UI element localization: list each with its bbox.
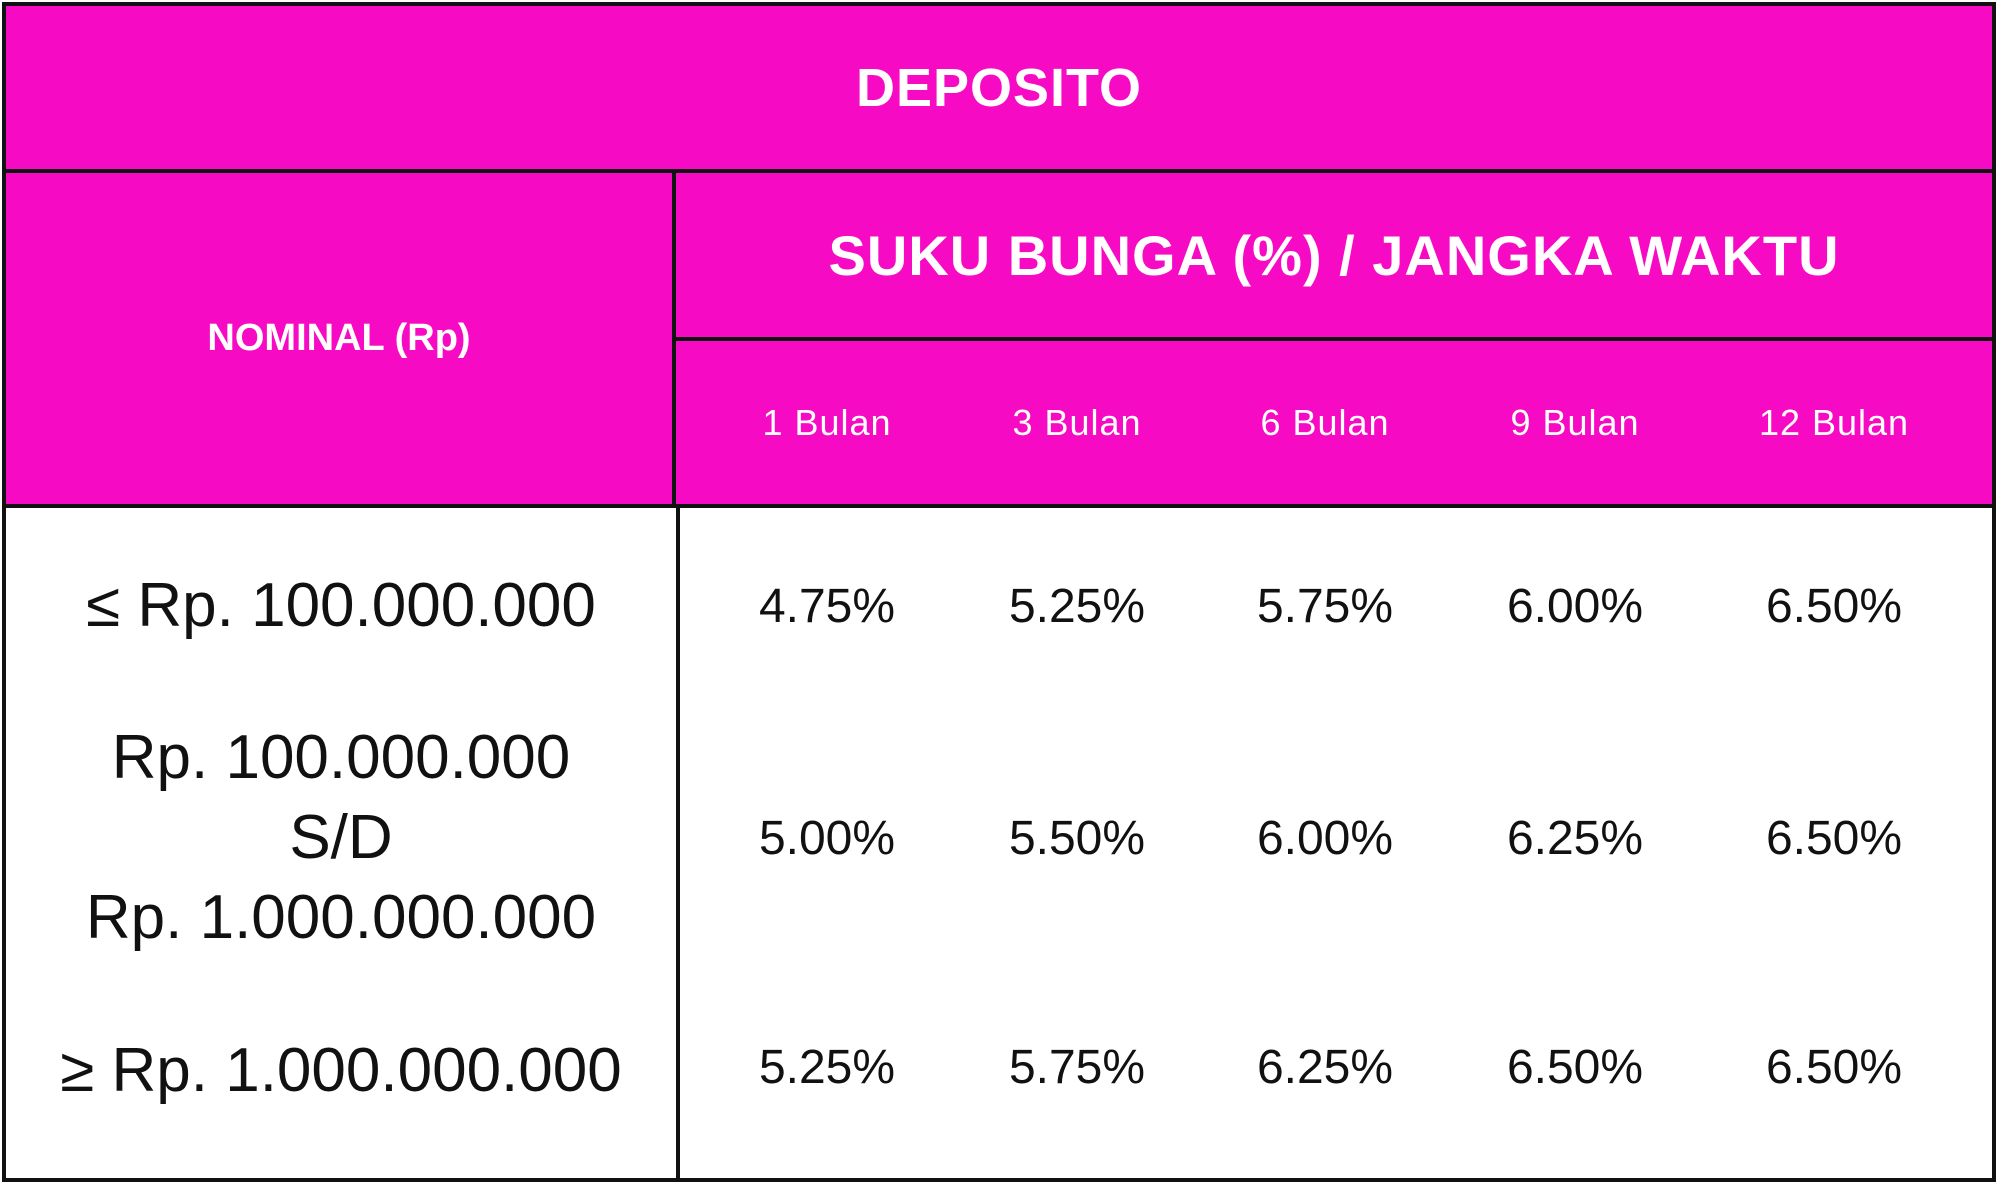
rate-cell: 6.50% [1765, 1040, 1903, 1094]
term-header: 1 Bulan [762, 401, 892, 443]
nominal-cell: Rp. 100.000.000 S/D Rp. 1.000.000.000 [6, 718, 676, 958]
rate-cell: 6.25% [1256, 1040, 1394, 1094]
rate-cell: 5.75% [1008, 1040, 1146, 1094]
nominal-text: ≤ Rp. 100.000.000 [86, 571, 596, 640]
rate-cell: 4.75% [758, 579, 896, 633]
term-header: 6 Bulan [1260, 401, 1390, 443]
rate-cell: 6.00% [1256, 811, 1394, 865]
term-header: 3 Bulan [1012, 401, 1142, 443]
term-header: 12 Bulan [1758, 401, 1910, 443]
nominal-column-header: NOMINAL (Rp) [6, 173, 676, 508]
nominal-cell: ≥ Rp. 1.000.000.000 [6, 1026, 676, 1116]
rate-cell: 6.00% [1506, 579, 1644, 633]
rate-cell: 5.25% [758, 1040, 896, 1094]
term-header-row: 1 Bulan 3 Bulan 6 Bulan 9 Bulan 12 Bulan [676, 341, 1992, 508]
rate-cell: 5.75% [1256, 579, 1394, 633]
rate-cell: 6.50% [1765, 579, 1903, 633]
nominal-text: ≥ Rp. 1.000.000.000 [60, 1036, 622, 1105]
rate-cell: 5.25% [1008, 579, 1146, 633]
rate-cell: 6.50% [1765, 811, 1903, 865]
nominal-text: S/D [289, 803, 393, 872]
rate-group-header: SUKU BUNGA (%) / JANGKA WAKTU [676, 173, 1992, 341]
nominal-text: Rp. 100.000.000 [111, 723, 571, 792]
term-header: 9 Bulan [1510, 401, 1640, 443]
table-title: DEPOSITO [6, 6, 1992, 173]
rate-cell: 6.50% [1506, 1040, 1644, 1094]
rate-cell: 5.00% [758, 811, 896, 865]
nominal-cell: ≤ Rp. 100.000.000 [6, 561, 676, 651]
column-divider [676, 508, 680, 1182]
rate-cell: 6.25% [1506, 811, 1644, 865]
rate-cell: 5.50% [1008, 811, 1146, 865]
nominal-text: Rp. 1.000.000.000 [85, 883, 597, 952]
